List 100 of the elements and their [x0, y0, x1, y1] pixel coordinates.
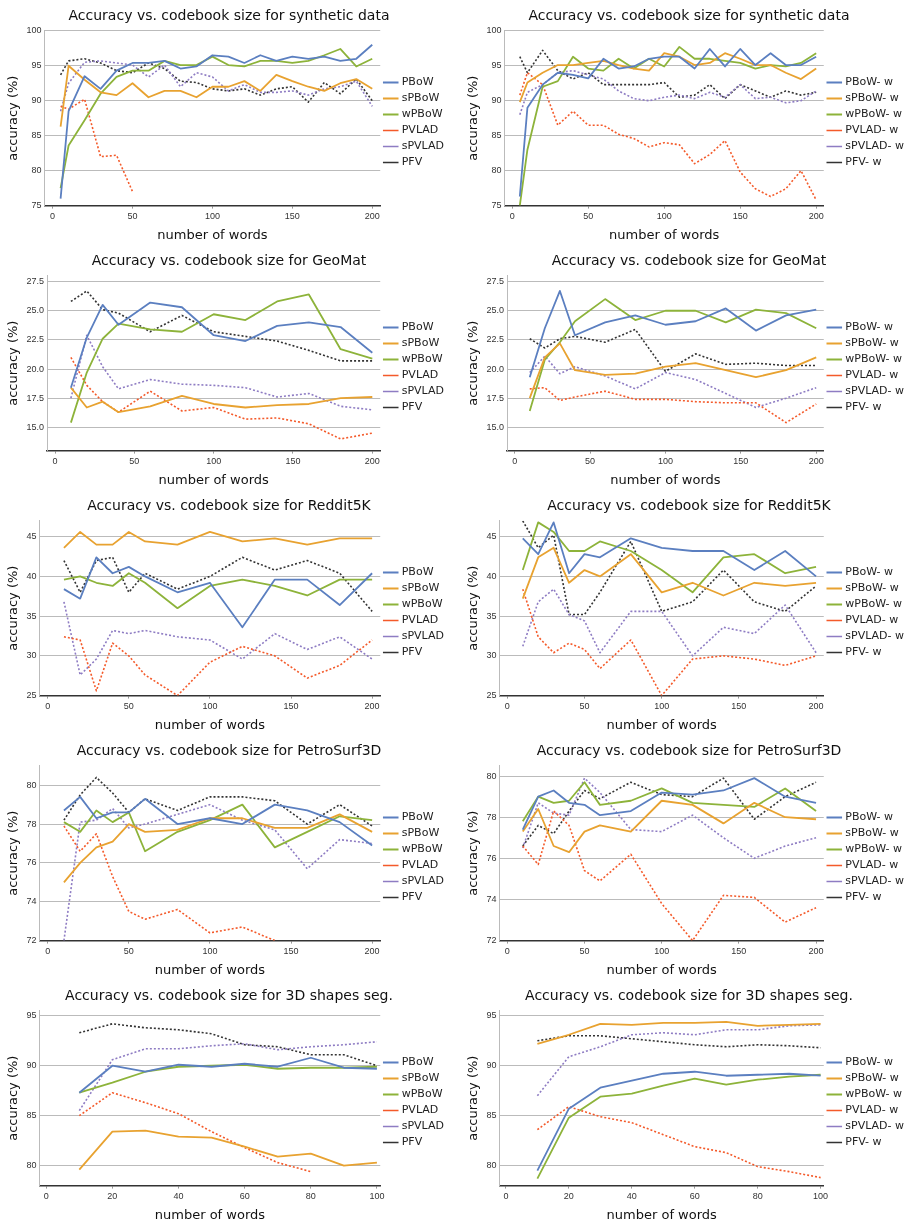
x-tick-label: 150 — [731, 946, 747, 957]
y-tick-label: 20.0 — [486, 363, 505, 374]
x-tick-label: 80 — [305, 1191, 316, 1202]
legend-label: PVLAD — [401, 858, 439, 872]
legend-label: PFV- w — [845, 1135, 882, 1149]
y-axis-title: accuracy (%) — [465, 565, 481, 651]
x-tick-label: 200 — [364, 701, 380, 712]
line-series — [528, 328, 818, 373]
chart-title: Accuracy vs. codebook size for GeoMat — [551, 252, 827, 269]
y-tick-label: 30 — [486, 650, 497, 661]
y-axis-title: accuracy (%) — [465, 1055, 481, 1141]
line-series — [519, 69, 817, 116]
y-axis-title: accuracy (%) — [5, 320, 21, 406]
y-tick-label: 30 — [26, 650, 37, 661]
chart-title: Accuracy vs. codebook size for synthetic data — [68, 7, 390, 24]
line-series — [63, 636, 373, 696]
legend-label: PBoW — [401, 1055, 434, 1069]
y-tick-label: 25 — [26, 690, 37, 701]
legend-label: wPBoW — [401, 842, 443, 856]
y-tick-label: 25.0 — [26, 305, 45, 316]
x-tick-label: 200 — [364, 456, 380, 467]
x-tick-label: 150 — [284, 211, 300, 222]
x-tick-label: 100 — [369, 1191, 385, 1202]
legend-label: sPVLAD — [401, 874, 444, 888]
x-tick-label: 150 — [285, 456, 301, 467]
x-tick-label: 0 — [45, 946, 51, 957]
line-series — [59, 57, 374, 103]
y-tick-label: 80 — [26, 1160, 37, 1171]
y-tick-label: 75 — [31, 200, 42, 211]
legend-label: PFV — [401, 400, 423, 414]
x-tick-label: 50 — [123, 946, 134, 957]
x-tick-label: 0 — [504, 701, 510, 712]
y-tick-label: 25.0 — [486, 305, 505, 316]
legend-label: wPBoW- w — [845, 597, 903, 611]
line-series — [78, 1022, 378, 1067]
y-axis-title: accuracy (%) — [5, 1055, 21, 1141]
chart-title: Accuracy vs. codebook size for PetroSurf3D — [76, 742, 382, 759]
x-tick-label: 0 — [504, 946, 510, 957]
x-tick-label: 200 — [364, 946, 380, 957]
x-tick-label: 0 — [512, 456, 518, 467]
legend-label: PVLAD — [401, 613, 439, 627]
x-tick-label: 0 — [503, 1191, 509, 1202]
y-tick-label: 45 — [26, 531, 37, 542]
x-tick-label: 150 — [733, 456, 749, 467]
legend-label: sPBoW- w — [845, 91, 899, 105]
chart-title: Accuracy vs. codebook size for Reddit5K — [547, 497, 832, 514]
chart-title: Accuracy vs. codebook size for Reddit5K — [87, 497, 372, 514]
legend-label: sPBoW — [401, 336, 440, 350]
line-series — [521, 520, 817, 616]
x-tick-label: 150 — [732, 211, 748, 222]
legend-label: wPBoW — [401, 1087, 443, 1101]
x-axis-title: number of words — [606, 716, 718, 732]
y-tick-label: 74 — [26, 896, 37, 907]
y-tick-label: 35 — [26, 610, 37, 621]
chart-title: Accuracy vs. codebook size for GeoMat — [91, 252, 367, 269]
x-axis-title: number of words — [157, 226, 268, 242]
line-series — [63, 803, 373, 941]
legend-label: PVLAD- w — [845, 123, 899, 137]
legend-label: PBoW- w — [845, 1055, 894, 1069]
line-series — [521, 588, 817, 696]
y-tick-label: 100 — [486, 25, 502, 36]
y-tick-label: 76 — [486, 852, 497, 863]
line-series — [519, 71, 817, 201]
legend-label: wPBoW — [401, 597, 443, 611]
legend-label: sPBoW- w — [845, 581, 899, 595]
y-tick-label: 25 — [486, 690, 497, 701]
x-tick-label: 40 — [173, 1191, 184, 1202]
line-series — [59, 60, 374, 113]
y-tick-label: 95 — [31, 60, 42, 71]
legend-label: sPVLAD- w — [845, 1119, 905, 1133]
line-series — [70, 290, 374, 362]
line-series — [59, 98, 134, 193]
line-series — [528, 386, 818, 424]
line-series — [521, 777, 817, 860]
y-tick-label: 17.5 — [486, 392, 505, 403]
line-series — [63, 825, 276, 941]
x-tick-label: 150 — [283, 701, 299, 712]
x-axis-title: number of words — [154, 716, 266, 732]
legend-label: wPBoW — [401, 107, 443, 121]
x-tick-label: 20 — [563, 1191, 574, 1202]
x-tick-label: 200 — [364, 211, 380, 222]
line-series — [536, 1034, 822, 1049]
line-series — [63, 776, 373, 827]
legend-label: PVLAD- w — [845, 613, 899, 627]
x-tick-label: 50 — [583, 211, 594, 222]
y-tick-label: 72 — [486, 935, 497, 946]
line-series — [78, 1040, 378, 1112]
legend-label: PVLAD- w — [845, 858, 899, 872]
legend-label: sPVLAD — [401, 629, 444, 643]
y-tick-label: 80 — [491, 165, 502, 176]
x-tick-label: 200 — [808, 701, 824, 712]
legend-label: sPVLAD — [401, 139, 444, 153]
y-tick-label: 27.5 — [486, 276, 505, 287]
legend-label: PBoW- w — [845, 75, 894, 89]
x-tick-label: 0 — [50, 211, 56, 222]
y-tick-label: 85 — [31, 130, 42, 141]
legend-label: sPVLAD — [401, 384, 444, 398]
x-tick-label: 100 — [656, 211, 672, 222]
y-tick-label: 72 — [26, 935, 37, 946]
y-tick-label: 15.0 — [26, 421, 45, 432]
